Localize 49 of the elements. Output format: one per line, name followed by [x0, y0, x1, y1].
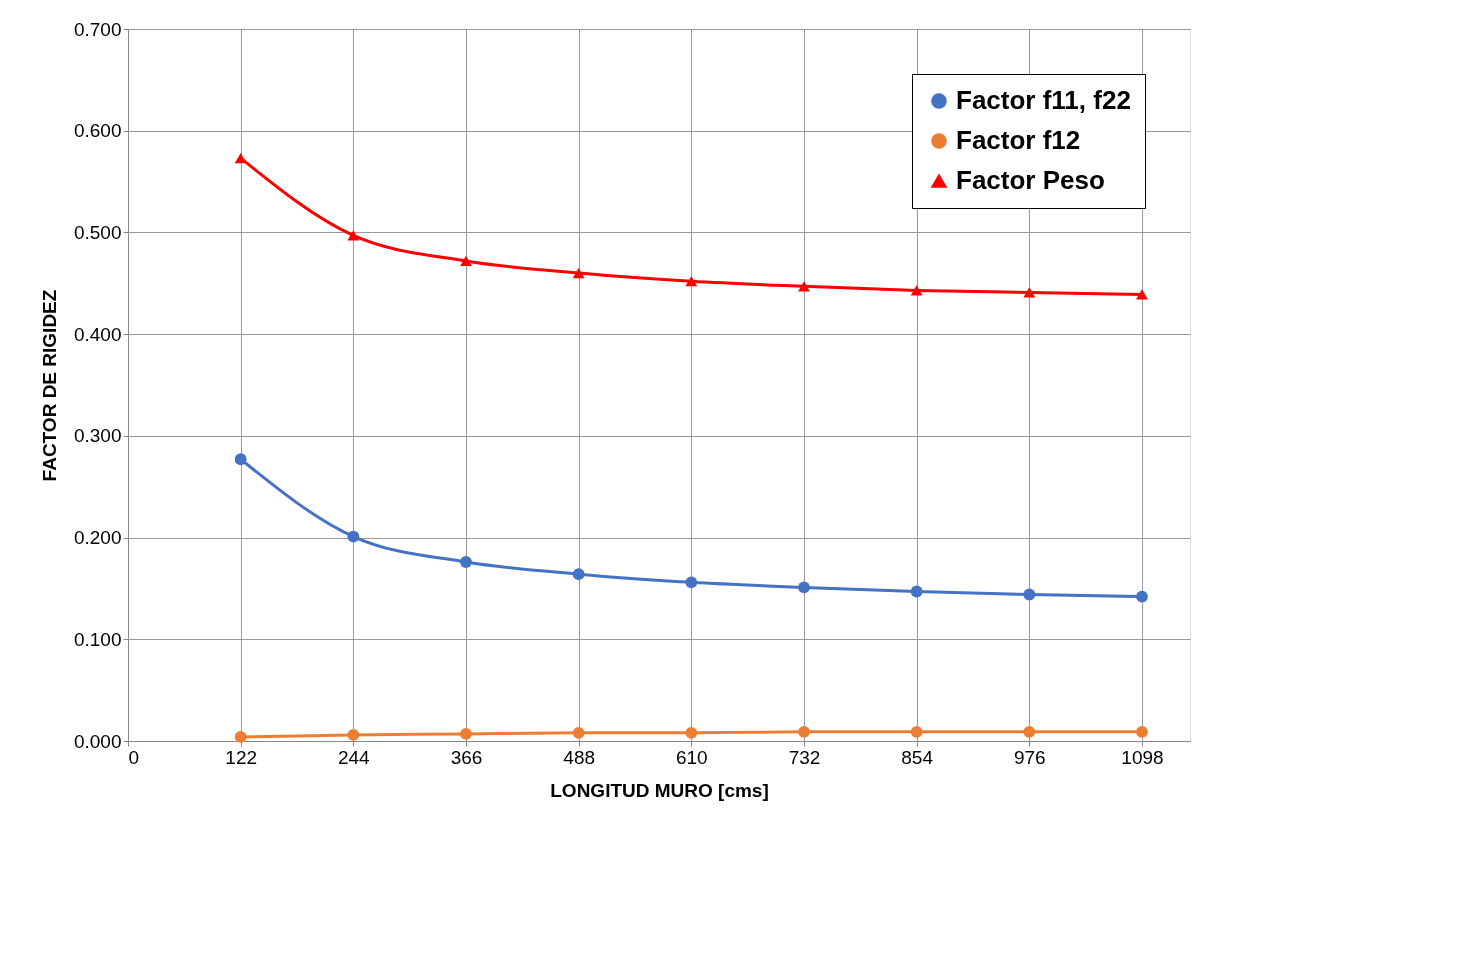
point — [685, 276, 698, 287]
x-tick-label: 244 — [337, 746, 371, 768]
point — [685, 726, 698, 739]
point — [234, 453, 247, 466]
x-tick-label: 976 — [1013, 746, 1046, 768]
point — [347, 230, 360, 241]
point — [572, 267, 585, 279]
x-tick-label: 488 — [563, 746, 596, 768]
y-tick-label: 0.600 — [73, 120, 122, 142]
y-tick-label: 0.000 — [73, 730, 122, 752]
x-tick-label: 1098 — [1121, 746, 1164, 768]
x-tick-label: 732 — [788, 746, 821, 768]
y-axis-title: FACTOR DE RIGIDEZ — [38, 289, 60, 482]
point — [234, 153, 247, 164]
y-tick-label: 0.700 — [73, 18, 122, 40]
x-tick-label: 366 — [450, 746, 483, 768]
point — [910, 285, 923, 296]
point — [1136, 289, 1148, 300]
point — [1136, 725, 1148, 738]
y-tick-label: 0.500 — [73, 221, 122, 243]
point — [347, 530, 360, 543]
y-tick-label: 0.400 — [73, 323, 122, 345]
legend-label: Factor Peso — [956, 165, 1105, 195]
y-tick-label: 0.300 — [73, 425, 122, 447]
point — [460, 556, 472, 568]
point — [460, 727, 472, 740]
point — [1023, 287, 1036, 298]
point — [798, 581, 810, 594]
y-tick-label: 0.100 — [73, 628, 122, 650]
x-tick-label: 610 — [675, 746, 708, 768]
point — [234, 731, 247, 743]
point — [1136, 590, 1148, 603]
legend-label: Factor f11, f22 — [956, 85, 1131, 115]
x-axis-title: LONGITUD MURO [cms] — [550, 779, 769, 801]
point — [572, 726, 585, 739]
point — [1023, 725, 1036, 738]
x-tick-label: 122 — [225, 746, 258, 768]
legend-label: Factor f12 — [956, 125, 1081, 155]
x-tick-label: 854 — [901, 746, 934, 768]
point — [910, 725, 923, 738]
point — [798, 725, 810, 738]
y-tick-label: 0.200 — [73, 527, 122, 549]
point — [572, 568, 585, 581]
x-tick-label: 0 — [128, 746, 140, 768]
point — [1023, 588, 1036, 601]
point — [685, 576, 698, 589]
point — [347, 728, 360, 741]
point — [910, 585, 923, 598]
point — [460, 255, 472, 267]
